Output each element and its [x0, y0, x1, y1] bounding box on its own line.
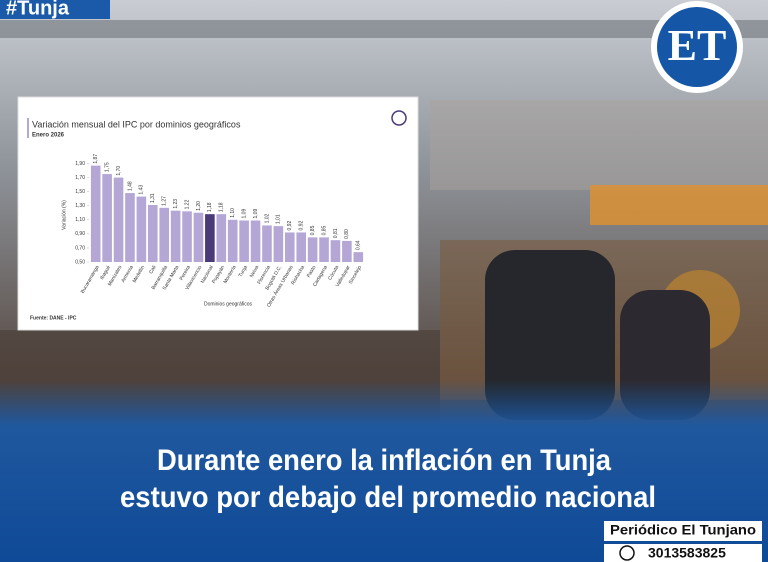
bar	[113, 177, 124, 262]
value-label: 1,87	[93, 154, 99, 164]
chart-source: Fuente: DANE - IPC	[30, 315, 77, 321]
y-tick-label: 1,70	[75, 175, 85, 181]
value-label: 1,48	[127, 181, 133, 191]
value-label: 1,01	[276, 214, 282, 224]
stall-awning	[590, 185, 768, 225]
outlet-box	[604, 521, 762, 541]
source-logo	[391, 110, 407, 126]
value-label: 0,80	[344, 229, 350, 239]
headline-line: estuvo por debajo del promedio nacional	[120, 481, 656, 514]
y-tick-label: 1,10	[75, 217, 85, 223]
bar	[239, 220, 249, 262]
market-wall	[430, 100, 768, 190]
bar	[227, 219, 238, 262]
y-tick-label: 0,90	[75, 231, 85, 237]
value-label: 1,09	[241, 209, 247, 219]
bar	[170, 210, 181, 262]
phone: 3013583825	[648, 545, 726, 561]
bar	[307, 237, 318, 262]
value-label: 1,75	[104, 162, 110, 172]
bar	[262, 225, 272, 262]
value-label: 0,85	[310, 225, 316, 235]
phone-box	[604, 544, 762, 562]
chart-title: Variación mensual del IPC por dominios g…	[32, 119, 241, 129]
bar	[296, 232, 307, 262]
outlet: Periódico El Tunjano	[610, 522, 756, 538]
value-label: 0,85	[321, 225, 327, 235]
value-label: 1,43	[139, 185, 145, 195]
bar	[273, 226, 284, 262]
bar	[319, 237, 329, 262]
chart-subtitle: Enero 2026	[32, 133, 65, 139]
value-label: 0,64	[356, 240, 362, 250]
x-axis-label: Dominios geográficos	[204, 301, 253, 307]
value-label: 1,23	[173, 199, 179, 209]
value-label: 1,18	[219, 202, 225, 212]
y-axis-label: Variación (%)	[61, 200, 67, 230]
x-tick-label: Tunja	[238, 264, 249, 278]
x-tick-label: Pasto	[306, 264, 318, 278]
value-label: 1,27	[162, 196, 168, 206]
logo-disc	[657, 7, 737, 87]
bar	[330, 240, 341, 262]
value-label: 1,22	[184, 199, 190, 209]
y-tick-label: 1,90	[75, 161, 85, 167]
bar	[182, 211, 192, 262]
bar	[250, 220, 261, 262]
bar	[353, 252, 364, 262]
chart-card	[17, 96, 419, 331]
whatsapp-icon	[619, 545, 635, 561]
person	[485, 250, 615, 420]
bar	[136, 196, 147, 262]
bar	[147, 205, 158, 262]
bar	[205, 214, 215, 262]
bar	[193, 212, 204, 262]
tag: #Tunja	[6, 0, 70, 19]
bar	[90, 165, 101, 262]
bar	[125, 193, 135, 262]
value-label: 1,70	[116, 166, 122, 176]
bar	[284, 232, 295, 262]
x-tick-label: Cali	[148, 265, 158, 275]
x-tick-label: Neiva	[249, 264, 261, 278]
tag-box	[0, 0, 110, 19]
value-label: 0,81	[333, 228, 339, 238]
bar	[216, 214, 227, 262]
headline-line: Durante enero la inflación en Tunja	[157, 444, 611, 477]
y-tick-label: 0,70	[75, 245, 85, 251]
logo: ET	[668, 21, 727, 70]
y-tick-label: 0,50	[75, 259, 85, 265]
value-label: 1,02	[264, 213, 270, 223]
bar	[159, 207, 170, 262]
value-label: 1,18	[207, 202, 213, 212]
y-tick-label: 1,50	[75, 189, 85, 195]
value-label: 0,92	[287, 221, 293, 231]
roof-beam	[0, 20, 768, 38]
title-accent	[27, 118, 29, 138]
value-label: 0,92	[299, 221, 305, 231]
bar	[342, 240, 352, 262]
y-tick-label: 1,30	[75, 203, 85, 209]
value-label: 1,10	[230, 208, 236, 218]
value-label: 1,20	[196, 201, 202, 211]
value-label: 1,09	[253, 209, 259, 219]
bar	[102, 174, 112, 262]
value-label: 1,31	[150, 193, 156, 203]
